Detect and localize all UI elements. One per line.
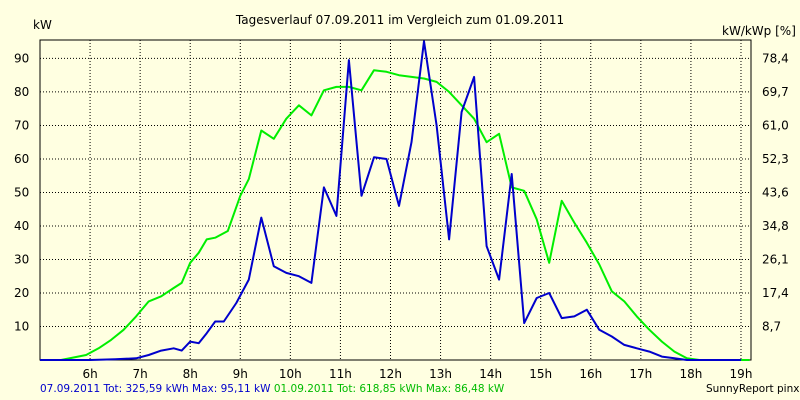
- x-tick-label: 18h: [679, 367, 702, 381]
- y-tick-label-left: 80: [14, 85, 29, 99]
- x-tick-label: 8h: [183, 367, 198, 381]
- x-tick-label: 6h: [82, 367, 97, 381]
- y-tick-label-left: 20: [14, 286, 29, 300]
- y-axis-label-right: kW/kWp [%]: [722, 24, 796, 38]
- series-line-01-09-2011: [40, 69, 750, 361]
- y-tick-label-right: 17,4: [762, 286, 789, 300]
- x-tick-label: 17h: [629, 367, 652, 381]
- y-tick-label-left: 40: [14, 219, 29, 233]
- series-line-07-09-2011: [40, 40, 741, 361]
- y-tick-label-right: 78,4: [762, 51, 789, 65]
- x-tick-label: 11h: [329, 367, 352, 381]
- x-tick-label: 10h: [279, 367, 302, 381]
- x-tick-label: 15h: [529, 367, 552, 381]
- x-tick-label: 7h: [133, 367, 148, 381]
- x-tick-label: 19h: [730, 367, 753, 381]
- y-tick-label-right: 34,8: [762, 219, 789, 233]
- y-tick-label-left: 50: [14, 185, 29, 199]
- x-tick-label: 16h: [579, 367, 602, 381]
- y-tick-label-right: 52,3: [762, 152, 789, 166]
- grid: [40, 40, 751, 360]
- x-tick-label: 14h: [479, 367, 502, 381]
- y-tick-label-right: 43,6: [762, 185, 789, 199]
- footer-credit: SunnyReport pinxit: [706, 383, 800, 395]
- chart-title: Tagesverlauf 07.09.2011 im Vergleich zum…: [235, 13, 564, 27]
- footer-summary-01-09: 01.09.2011 Tot: 618,85 kWh Max: 86,48 kW: [273, 383, 505, 395]
- x-tick-label: 13h: [429, 367, 452, 381]
- y-tick-label-left: 90: [14, 51, 29, 65]
- x-tick-label: 9h: [233, 367, 248, 381]
- y-tick-label-right: 26,1: [762, 252, 789, 266]
- footer-summary: 07.09.2011 Tot: 325,59 kWh Max: 95,11 kW…: [40, 383, 504, 395]
- footer-summary-07-09: 07.09.2011 Tot: 325,59 kWh Max: 95,11 kW: [40, 383, 271, 395]
- y-axis-label-left: kW: [33, 18, 52, 32]
- y-tick-label-left: 30: [14, 252, 29, 266]
- y-tick-label-right: 61,0: [762, 118, 789, 132]
- y-tick-label-left: 70: [14, 118, 29, 132]
- y-tick-label-right: 69,7: [762, 85, 789, 99]
- series-lines: [40, 40, 750, 361]
- plot-area: [39, 39, 752, 361]
- y-tick-label-left: 60: [14, 152, 29, 166]
- axis-ticks: 6h 7h 8h 9h 10h 11h 12h 13h 14h 15h 16h 17h 18h 19h 10…: [14, 51, 789, 381]
- y-tick-label-right: 8,7: [762, 319, 781, 333]
- x-tick-label: 12h: [379, 367, 402, 381]
- y-tick-label-left: 10: [14, 319, 29, 333]
